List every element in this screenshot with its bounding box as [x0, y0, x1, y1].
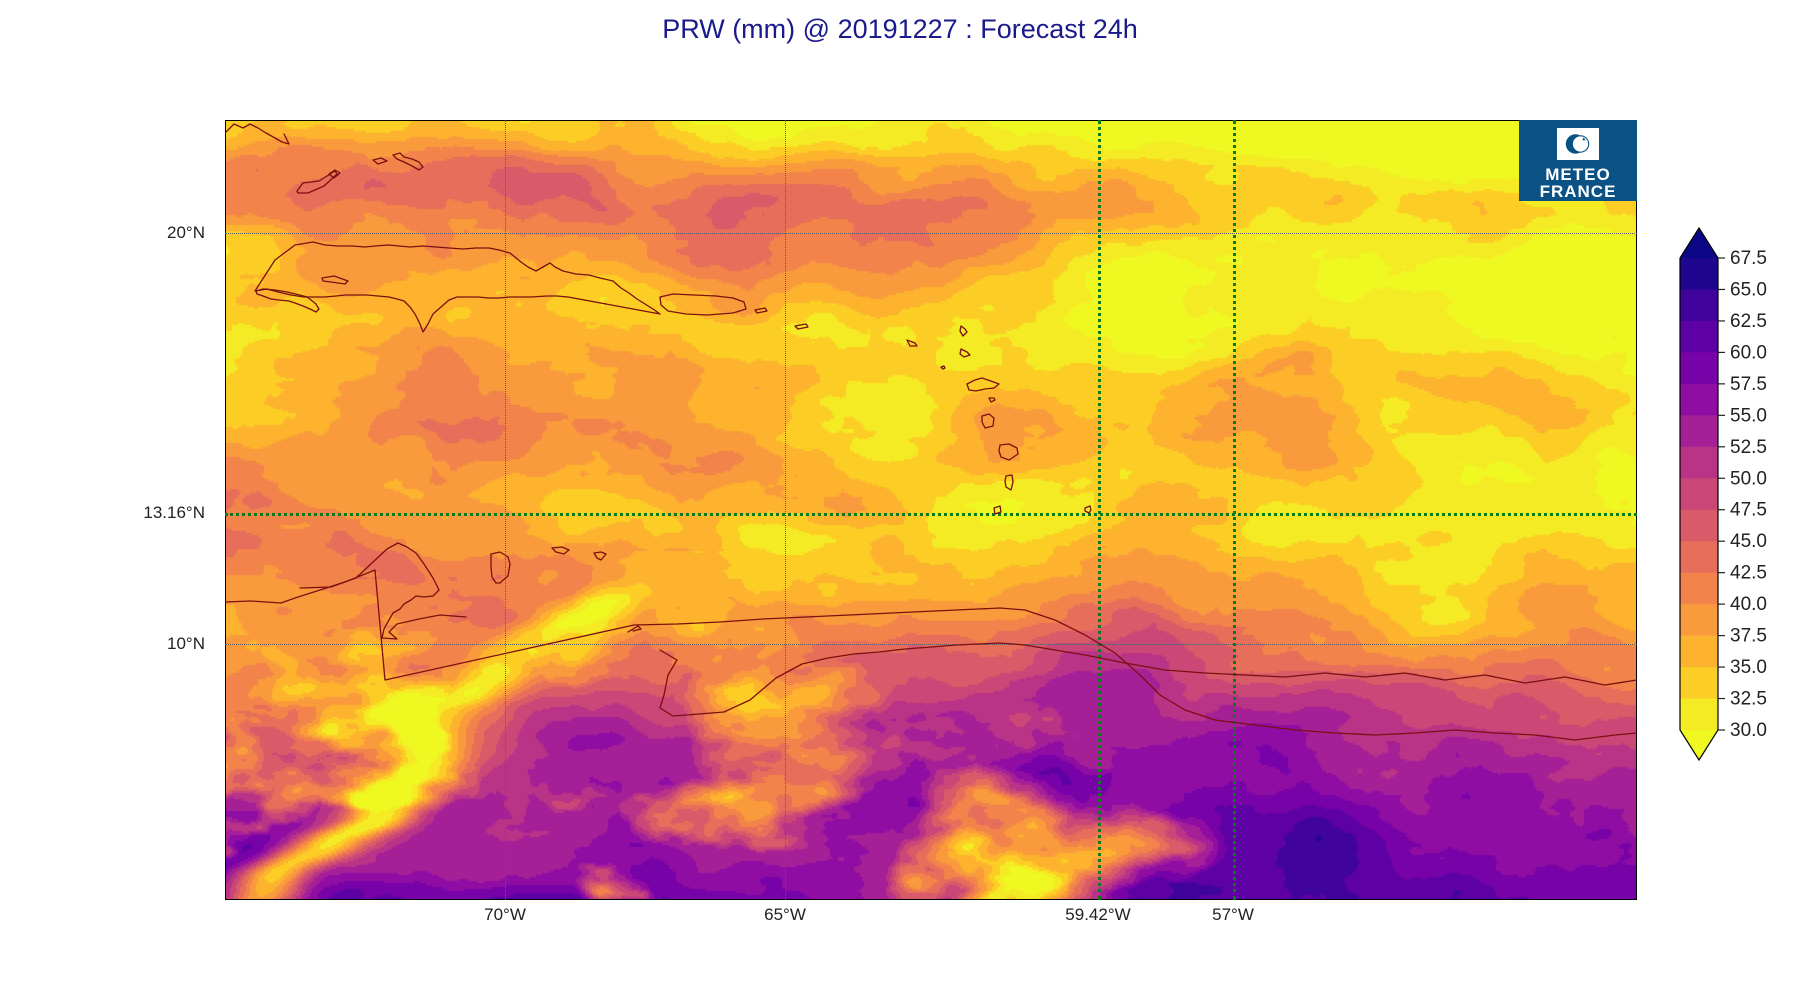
svg-text:62.5: 62.5: [1730, 311, 1767, 332]
svg-text:57.5: 57.5: [1730, 374, 1767, 395]
svg-text:50.0: 50.0: [1730, 468, 1767, 489]
svg-text:55.0: 55.0: [1730, 405, 1767, 426]
svg-text:30.0: 30.0: [1730, 720, 1767, 741]
svg-text:65.0: 65.0: [1730, 279, 1767, 300]
svg-text:60.0: 60.0: [1730, 342, 1767, 363]
svg-text:47.5: 47.5: [1730, 500, 1767, 521]
svg-text:42.5: 42.5: [1730, 563, 1767, 584]
svg-text:67.5: 67.5: [1730, 248, 1767, 269]
svg-text:45.0: 45.0: [1730, 531, 1767, 552]
svg-text:52.5: 52.5: [1730, 437, 1767, 458]
svg-text:32.5: 32.5: [1730, 689, 1767, 710]
svg-text:37.5: 37.5: [1730, 626, 1767, 647]
svg-text:35.0: 35.0: [1730, 657, 1767, 678]
svg-text:40.0: 40.0: [1730, 594, 1767, 615]
